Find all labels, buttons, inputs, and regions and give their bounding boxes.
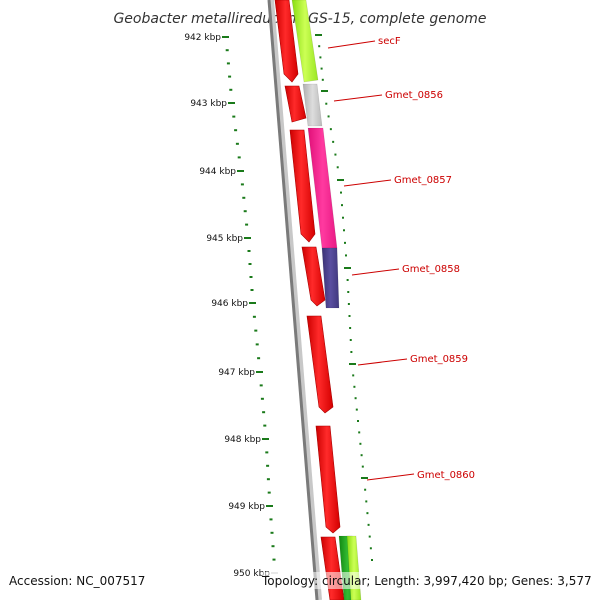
ruler-tick-label: 949 kbp [228, 502, 265, 512]
gene-label-gmet-0860[interactable]: Gmet_0860 [366, 470, 475, 481]
footer: Accession: NC_007517 Topology: circular;… [9, 572, 594, 589]
cds-arrow[interactable] [289, 129, 316, 243]
gene-label-gmet-0859[interactable]: Gmet_0859 [357, 354, 468, 366]
feature-block-secF[interactable] [291, 0, 319, 83]
cds-arrow[interactable] [284, 85, 307, 123]
gene-label-text: secF [378, 36, 401, 47]
ruler-tick-label: 945 kbp [206, 234, 243, 244]
gene-label-text: Gmet_0856 [385, 90, 443, 101]
cds-arrow[interactable] [315, 425, 341, 534]
ruler-tick-label: 943 kbp [190, 99, 227, 109]
gene-label-gmet-0856[interactable]: Gmet_0856 [333, 90, 443, 102]
cds-arrow[interactable] [306, 315, 334, 414]
footer-text-backdrop [262, 572, 594, 589]
ruler-tick-label: 946 kbp [211, 299, 248, 309]
gene-leader-line [351, 268, 400, 276]
ruler-tick-label: 944 kbp [199, 167, 236, 177]
ruler-tick-label: 950 kbp [233, 569, 270, 579]
gene-leader-line [343, 179, 392, 187]
gene-label-secF[interactable]: secF [327, 36, 401, 49]
gene-label-text: Gmet_0860 [417, 470, 475, 481]
gene-label-text: Gmet_0857 [394, 175, 452, 186]
genome-stats-text: Topology: circular; Length: 3,997,420 bp… [261, 574, 592, 588]
feature-block-gmet-0856[interactable] [302, 83, 323, 127]
genome-backbone [267, 0, 319, 600]
gene-label-text: Gmet_0858 [402, 264, 460, 275]
feature-block-gmet-0858[interactable] [321, 247, 340, 309]
accession-text: Accession: NC_007517 [9, 574, 145, 588]
gene-leader-line [333, 94, 383, 102]
cds-arrow[interactable] [274, 0, 299, 83]
gene-leader-line [327, 40, 376, 49]
ruler: 942 kbp 943 kbp 944 kbp 945 kbp 946 kbp 947 k… [184, 33, 373, 579]
ruler-tick-label: 942 kbp [184, 33, 221, 43]
backbone-shadow [268, 0, 322, 600]
ruler-tick-label: 947 kbp [218, 368, 255, 378]
gene-label-gmet-0857[interactable]: Gmet_0857 [343, 175, 452, 187]
gene-leader-line [357, 358, 408, 366]
gene-labels: secF Gmet_0856 Gmet_0857 Gmet_0858 Gmet_… [327, 36, 475, 481]
ruler-tick-label: 948 kbp [224, 435, 261, 445]
feature-track [291, 0, 362, 600]
cds-arrow[interactable] [301, 246, 326, 307]
gene-label-text: Gmet_0859 [410, 354, 468, 365]
gene-label-gmet-0858[interactable]: Gmet_0858 [351, 264, 460, 276]
gene-leader-line [366, 473, 415, 481]
